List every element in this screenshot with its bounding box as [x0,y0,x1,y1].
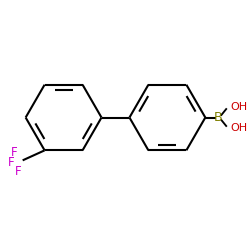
Text: F: F [11,146,18,159]
Text: OH: OH [230,102,248,112]
Text: OH: OH [230,124,248,134]
Text: F: F [15,165,22,178]
Text: B: B [214,111,222,124]
Text: F: F [8,156,14,169]
